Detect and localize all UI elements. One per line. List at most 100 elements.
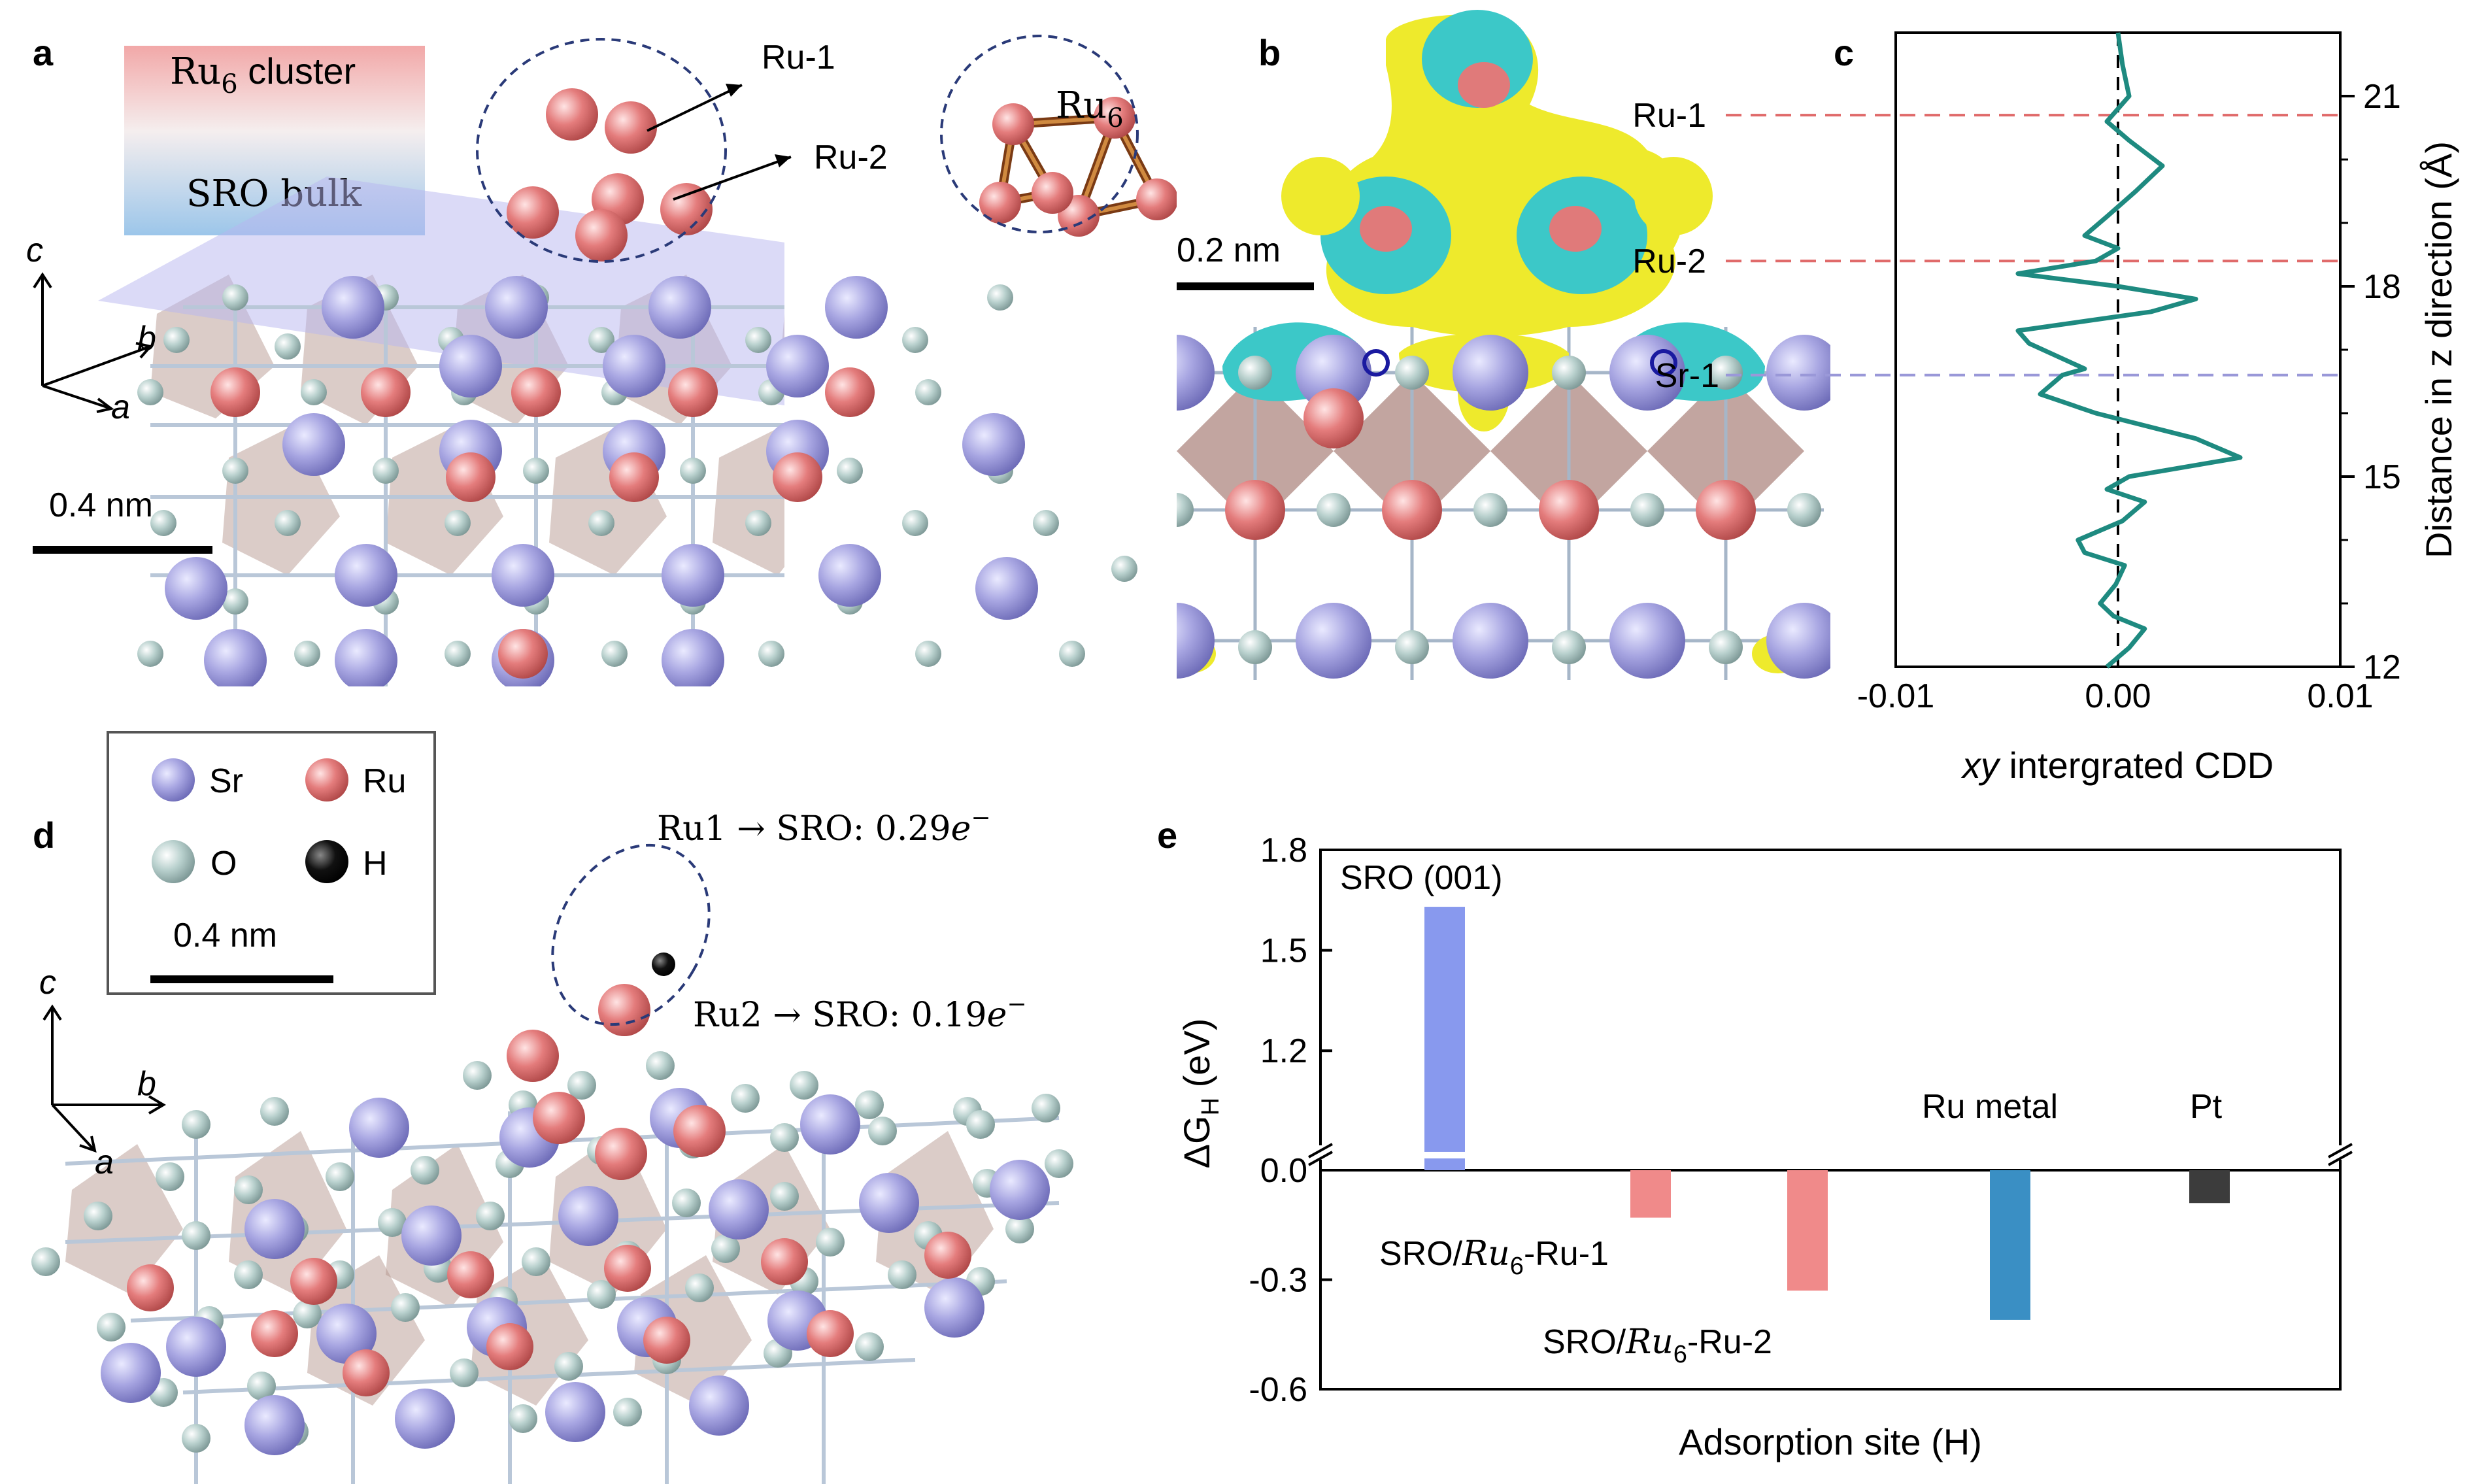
axis-a-label: a [111,388,130,426]
ru-atom [1539,480,1599,540]
o-atom [234,1175,263,1204]
ru-atom [924,1232,971,1279]
ru-atom [992,103,1034,145]
atoms-d [31,953,1073,1455]
panel-e-chart: -0.6 -0.3 0.0 1.2 1.5 1.8 SRO (001) SRO/Ru6-Ru-… [1176,832,2353,1462]
o-atom [1032,1094,1060,1122]
y-tick-label-e: 0.0 [1260,1152,1307,1190]
sr-atom [1453,335,1528,411]
x-tick-label: 0.00 [2085,677,2151,715]
legend-sr-swatch [152,758,195,801]
bar-2 [1787,1170,1828,1291]
sr-atom [545,1382,605,1442]
o-atom [1395,630,1429,664]
o-atom [84,1202,112,1230]
ru-atom [210,367,260,417]
ru-atom [498,629,548,679]
o-atom [509,1404,537,1433]
o-atom [855,1090,884,1119]
o-atom [326,1162,354,1191]
o-atom [411,1156,439,1185]
o-atom [1045,1149,1073,1178]
o-atom [987,284,1013,311]
o-atom [137,379,163,405]
sr-atom [1177,335,1215,411]
o-atom [463,1061,492,1090]
x-tick-label: 0.01 [2307,677,2373,715]
y-tick-label: 12 [2363,649,2401,686]
o-atom [745,327,771,353]
ru-atom [609,452,659,502]
bar-4 [2189,1170,2230,1204]
sr-atom [818,544,881,607]
o-atom [1787,493,1821,527]
legend-ru: Ru [363,762,406,800]
ru-atom [446,452,496,502]
axis-b-label: b [137,320,156,358]
o-atom [745,510,771,536]
panel-d-structure: Sr Ru O H 0.4 nm Ru1 → SRO: 0.29e− Ru2 →… [31,731,1073,1484]
sr-atom [282,413,345,476]
ru2-label: Ru-2 [814,139,888,177]
atoms-b [1177,335,1830,679]
ru6-inset-circle [940,35,1139,233]
bar-label-sro001: SRO (001) [1340,859,1503,897]
axis-c-label: c [26,231,43,269]
y-tick-label: 21 [2363,78,2401,116]
ru-atom [807,1310,854,1357]
scale-bar-a [33,546,212,554]
cdd-curve [2015,32,2243,669]
o-atom [837,458,863,484]
axes-indicator-d [42,1004,166,1153]
x-axis-label: xy intergrated CDD [1960,745,2274,786]
o-atom [685,1273,714,1302]
sr-atom [603,335,665,397]
bar-1 [1630,1170,1671,1218]
o-atom [1552,630,1586,664]
o-atom [137,641,163,667]
y-tick-label-e: 1.8 [1260,832,1307,869]
sr-atom [166,1317,226,1377]
o-atom [275,333,301,360]
o-atom [522,1247,550,1276]
panel-b-cdd-structure: 0.2 nm [1177,10,1830,680]
sr-atom [485,276,548,339]
ru-atom [1303,388,1364,448]
ru-atom [598,984,650,1036]
o-atom [523,458,549,484]
o-atom [293,1300,322,1328]
o-atom [554,1352,583,1381]
o-atom [888,1260,916,1289]
o-atom [373,458,399,484]
o-atom [731,1084,760,1113]
bar-label-ru2: SRO/Ru6-Ru-2 [1543,1323,1772,1368]
panel-label-a: a [33,32,54,73]
ru-atom [343,1349,390,1396]
y-tick-label-e: -0.3 [1249,1262,1307,1300]
break-mark [2328,1143,2353,1158]
scale-bar-label-a: 0.4 nm [49,486,153,524]
o-atom [770,1182,799,1211]
legend-o: O [210,845,237,883]
o-atom [915,379,941,405]
o-atom [855,1332,884,1361]
ru-atom [447,1251,494,1298]
o-atom [770,1123,799,1152]
sr-atom [825,276,888,339]
sr-atom [244,1199,305,1259]
o-atom [222,284,248,311]
legend-ru-swatch [305,758,348,801]
sr-atom [1609,335,1685,411]
o-atom [902,510,928,536]
ref-label-sr-1: Sr-1 [1655,357,1719,395]
o-atom [902,327,928,353]
bonds [150,294,784,686]
sr-atom [689,1375,749,1436]
o-atom [790,1071,818,1100]
o-atom [1111,556,1137,582]
sr-atom [322,276,384,339]
o-atom [294,641,320,667]
bar-label-ru-metal: Ru metal [1922,1088,2058,1126]
bar-0 [1424,907,1465,1170]
y-tick-label-e: 1.2 [1260,1032,1307,1070]
